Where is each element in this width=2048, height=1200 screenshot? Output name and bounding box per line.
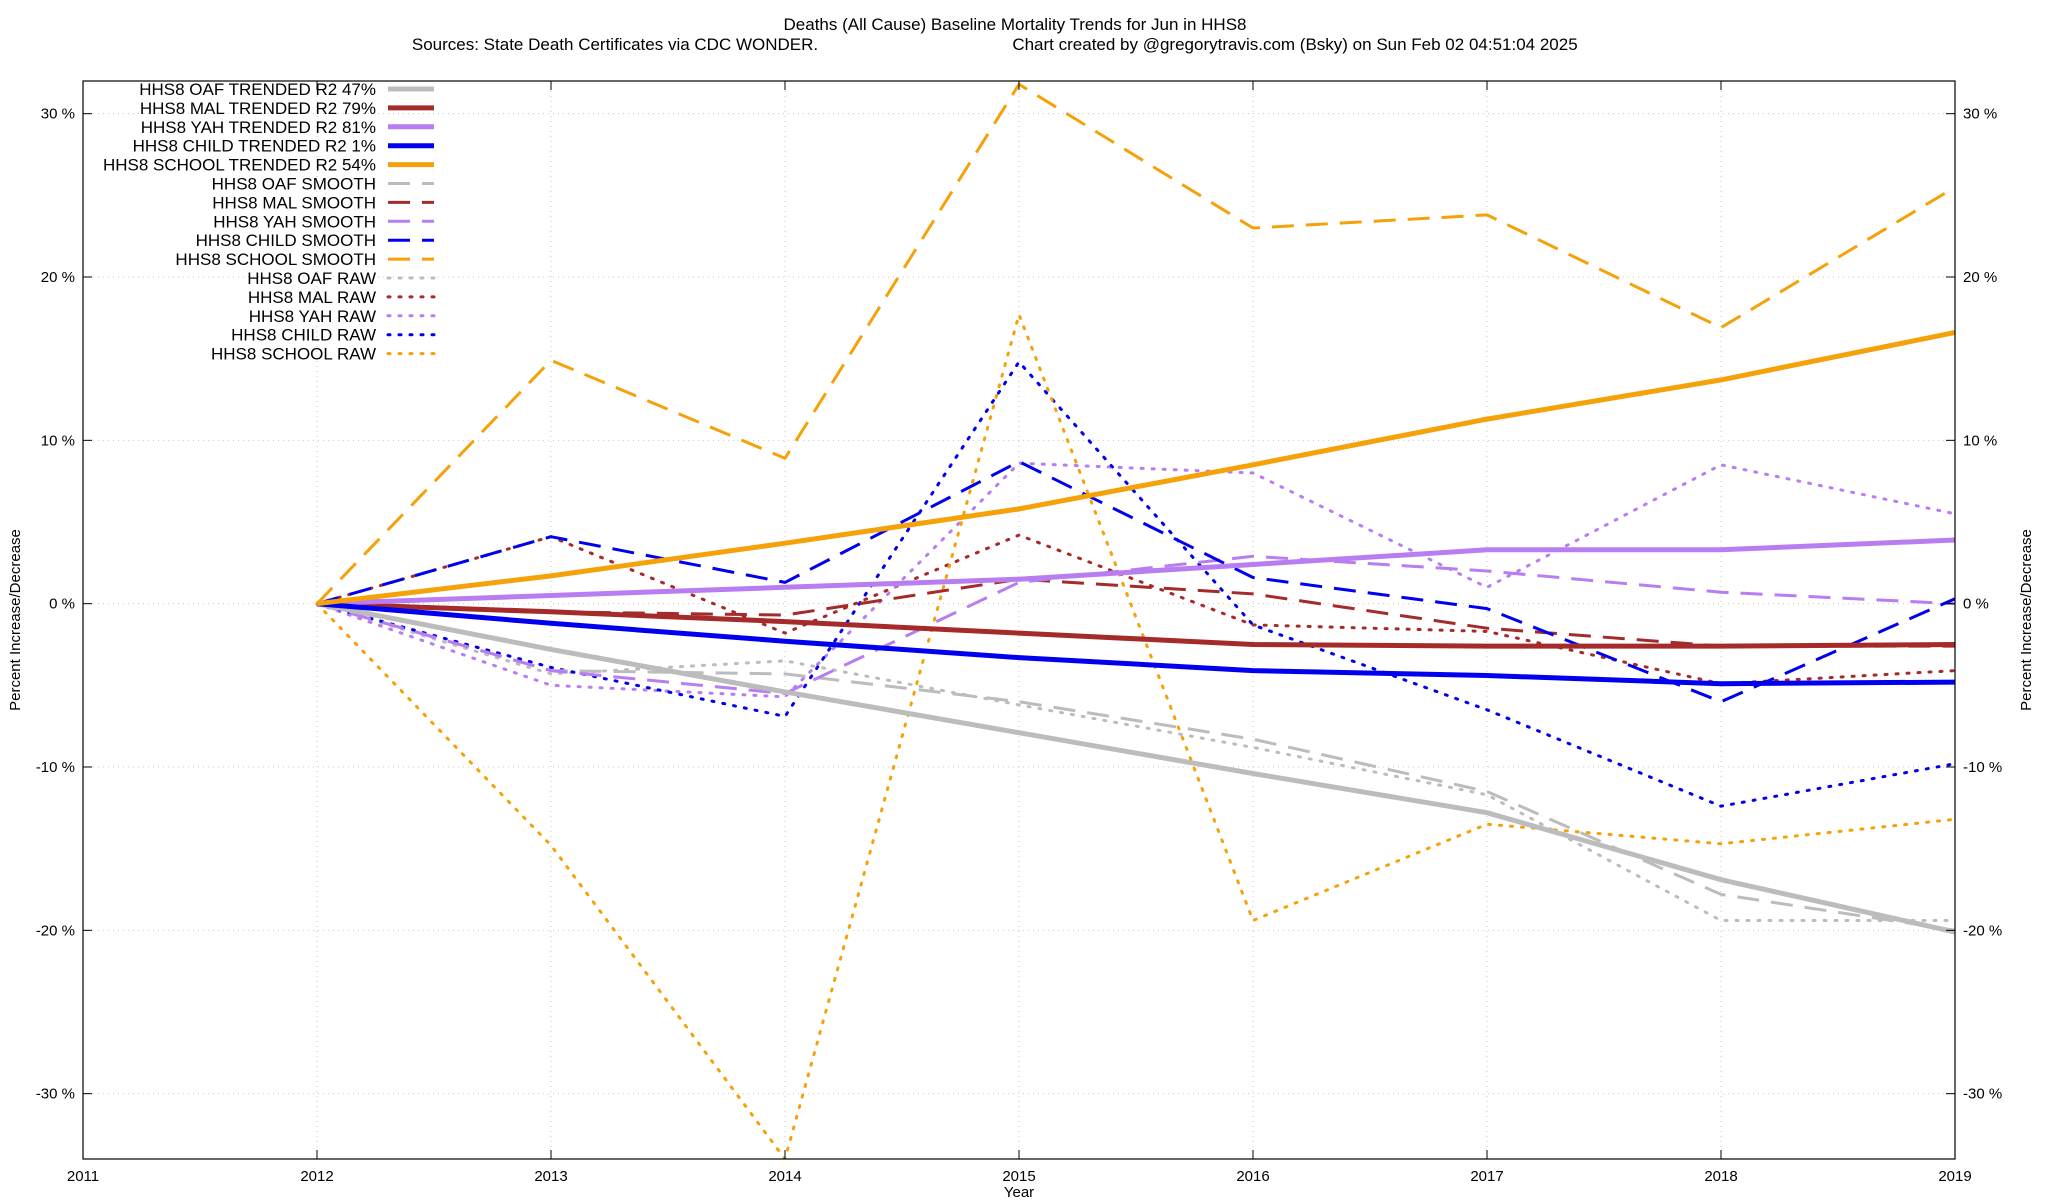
y2-tick-label: -30 % <box>1963 1086 2002 1103</box>
series-layer <box>315 82 1955 1159</box>
y2-tick-label: 30 % <box>1963 106 1997 123</box>
series-line-hhs8-oaf-trended <box>316 601 1955 935</box>
series-line-hhs8-mal-trended <box>316 601 1955 649</box>
legend-label: HHS8 OAF TRENDED R2 47% <box>139 80 376 99</box>
y-tick-label: 30 % <box>41 106 75 123</box>
series-line-hhs8-school-trended <box>316 330 1955 607</box>
y-tick-label: 10 % <box>41 432 75 449</box>
series-line-hhs8-yah-raw <box>315 461 1955 699</box>
grid <box>83 81 1955 1159</box>
y-tick-label: -20 % <box>36 922 75 939</box>
x-tick-label: 2017 <box>1470 1168 1503 1185</box>
series-line-hhs8-child-raw <box>315 360 1955 808</box>
ticks: 2011 2012 2013 2014 2015 2016 2017 2018 2019 30 %… <box>36 81 2002 1185</box>
series-line-hhs8-school-raw <box>315 313 1955 1159</box>
legend-label: HHS8 OAF SMOOTH <box>212 175 376 194</box>
chart-subtitle-source: Sources: State Death Certificates via CD… <box>412 35 818 54</box>
series-line-hhs8-child-smooth <box>316 460 1955 704</box>
y-tick-label: -10 % <box>36 759 75 776</box>
y2-axis-label: Percent Increase/Decrease <box>2018 529 2035 711</box>
series-line-hhs8-child-trended <box>316 601 1955 687</box>
legend-label: HHS8 OAF RAW <box>247 269 376 288</box>
y2-tick-label: -20 % <box>1963 922 2002 939</box>
series-line-hhs8-school-smooth <box>315 82 1955 605</box>
series-line-hhs8-mal-raw <box>315 533 1955 686</box>
legend-label: HHS8 SCHOOL RAW <box>211 345 376 364</box>
series-line-hhs8-oaf-smooth <box>316 602 1955 932</box>
chart-subtitle-credit: Chart created by @gregorytravis.com (Bsk… <box>1012 35 1577 54</box>
legend-label: HHS8 YAH TRENDED R2 81% <box>141 118 376 137</box>
y-axis-label: Percent Increase/Decrease <box>7 529 24 711</box>
legend-label: HHS8 CHILD TRENDED R2 1% <box>133 137 376 156</box>
y2-tick-label: 10 % <box>1963 432 1997 449</box>
legend-label: HHS8 CHILD SMOOTH <box>196 231 376 250</box>
legend-label: HHS8 CHILD RAW <box>231 326 376 345</box>
x-tick-label: 2015 <box>1002 1168 1035 1185</box>
y-tick-label: 20 % <box>41 269 75 286</box>
series-line-hhs8-yah-trended <box>316 537 1955 607</box>
legend: HHS8 OAF TRENDED R2 47%HHS8 MAL TRENDED … <box>103 80 436 364</box>
y-tick-label: -30 % <box>36 1086 75 1103</box>
legend-label: HHS8 SCHOOL TRENDED R2 54% <box>103 156 376 175</box>
legend-label: HHS8 YAH SMOOTH <box>213 212 376 231</box>
x-axis-label: Year <box>1004 1184 1034 1200</box>
x-tick-label: 2013 <box>534 1168 567 1185</box>
series-line-hhs8-oaf-raw <box>315 602 1955 922</box>
x-tick-label: 2018 <box>1704 1168 1737 1185</box>
x-tick-label: 2019 <box>1938 1168 1971 1185</box>
x-tick-label: 2016 <box>1236 1168 1269 1185</box>
y2-tick-label: 0 % <box>1963 596 1989 613</box>
legend-label: HHS8 MAL RAW <box>248 288 376 307</box>
legend-label: HHS8 MAL SMOOTH <box>212 193 376 212</box>
legend-label: HHS8 MAL TRENDED R2 79% <box>140 99 376 118</box>
y2-tick-label: -10 % <box>1963 759 2002 776</box>
legend-label: HHS8 YAH RAW <box>249 307 376 326</box>
x-tick-label: 2012 <box>300 1168 333 1185</box>
legend-label: HHS8 SCHOOL SMOOTH <box>175 250 376 269</box>
x-tick-label: 2014 <box>768 1168 801 1185</box>
chart-title: Deaths (All Cause) Baseline Mortality Tr… <box>784 15 1247 34</box>
x-tick-label: 2011 <box>67 1168 99 1185</box>
y2-tick-label: 20 % <box>1963 269 1997 286</box>
y-tick-label: 0 % <box>49 596 75 613</box>
